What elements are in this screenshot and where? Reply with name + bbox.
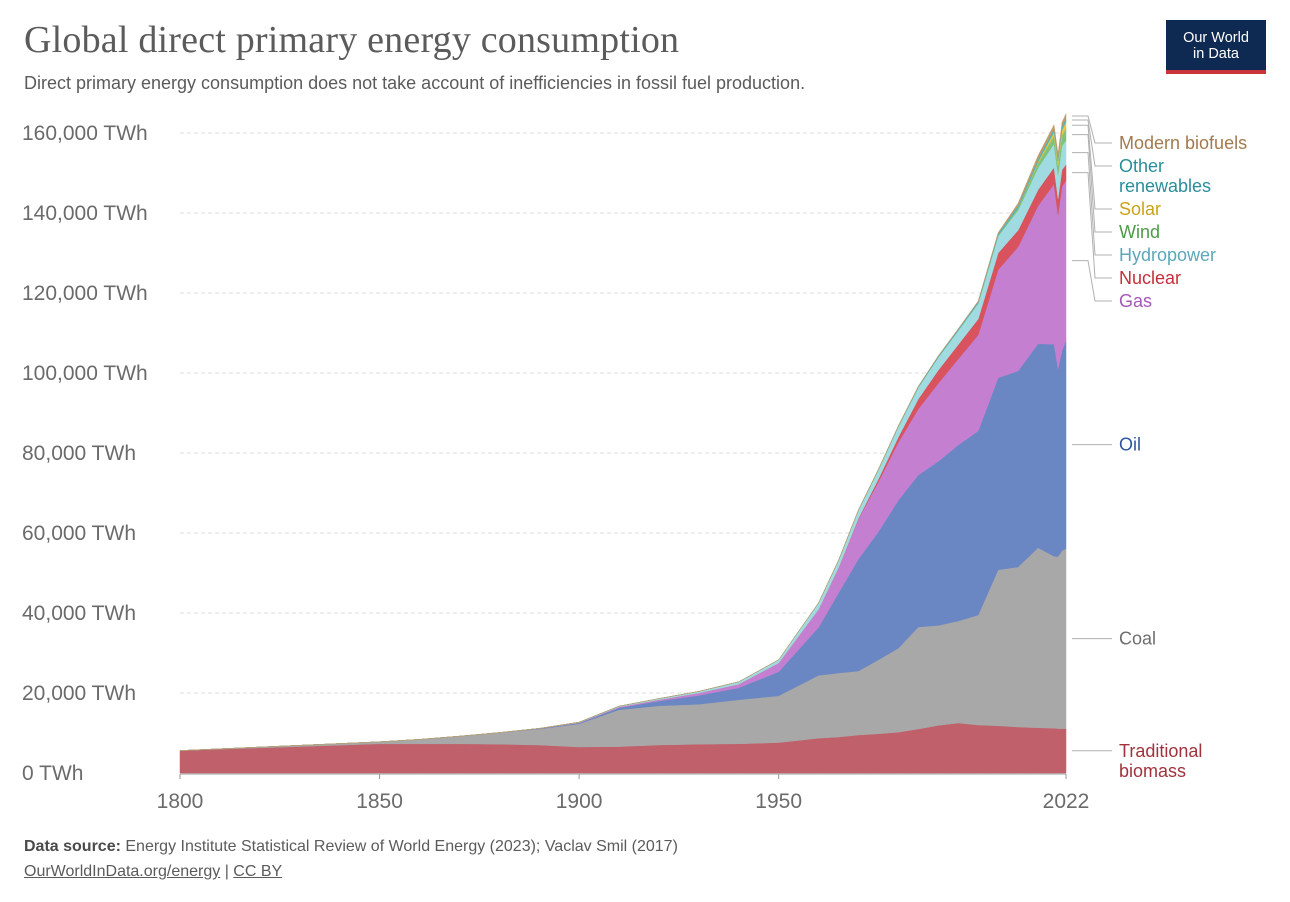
license-link[interactable]: CC BY [233,863,283,880]
chart-subtitle: Direct primary energy consumption does n… [24,73,806,93]
source-line: Data source: Energy Institute Statistica… [24,834,678,859]
leader-line-other-renewables [1072,119,1112,167]
leader-line-nuclear [1072,172,1112,279]
source-label: Data source: [24,838,121,855]
legend-label-coal: Coal [1119,629,1156,649]
link-separator: | [220,863,234,880]
legend-label-gas: Gas [1119,291,1152,311]
link-line: OurWorldInData.org/energy | CC BY [24,859,678,884]
energy-page-link[interactable]: OurWorldInData.org/energy [24,863,221,880]
legend-label-nuclear: Nuclear [1119,268,1181,288]
leader-line-gas [1072,260,1112,302]
legend-label-modern-biofuels: Modern biofuels [1119,133,1247,153]
legend-label-oil: Oil [1119,435,1141,455]
leader-line-modern-biofuels [1072,115,1112,144]
chart-title: Global direct primary energy consumption [24,19,680,61]
leader-line-hydropower [1072,152,1112,256]
leader-line-solar [1072,124,1112,210]
y-tick-label: 0 TWh [22,762,83,785]
area-modern-biofuels [179,113,1067,751]
y-tick-label: 40,000 TWh [22,602,136,625]
legend-label-other-renewables: Other renewables [1119,156,1211,196]
owid-logo[interactable]: Our World in Data [1166,20,1266,74]
y-tick-label: 120,000 TWh [22,282,148,305]
y-tick-label: 160,000 TWh [22,122,148,145]
source-text: Energy Institute Statistical Review of W… [120,838,678,855]
y-tick-label: 20,000 TWh [22,682,136,705]
logo-line1: Our World [1183,30,1249,46]
logo-line2: in Data [1193,46,1239,62]
y-tick-label: 80,000 TWh [22,442,136,465]
legend-label-solar: Solar [1119,199,1161,219]
y-tick-label: 140,000 TWh [22,202,148,225]
y-tick-label: 100,000 TWh [22,362,148,385]
legend-label-hydropower: Hydropower [1119,245,1216,265]
x-tick-label: 1950 [755,790,802,813]
leader-line-wind [1072,134,1112,233]
x-tick-label: 2022 [1043,790,1090,813]
legend-label-wind: Wind [1119,222,1160,242]
x-tick-label: 1850 [356,790,403,813]
chart-footer: Data source: Energy Institute Statistica… [24,834,678,884]
x-tick-label: 1900 [556,790,603,813]
x-tick-label: 1800 [157,790,204,813]
y-tick-label: 60,000 TWh [22,522,136,545]
legend-label-traditional-biomass: Traditional biomass [1119,741,1202,781]
